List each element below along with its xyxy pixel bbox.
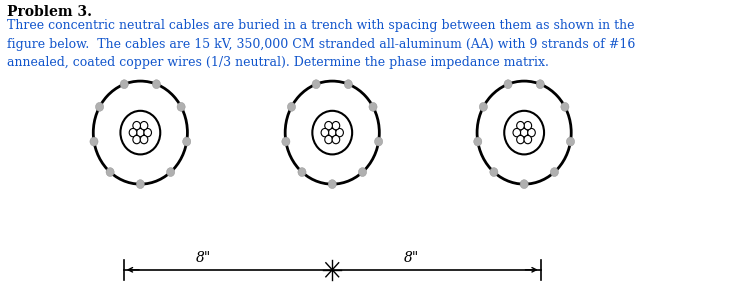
Circle shape <box>152 80 161 89</box>
Circle shape <box>328 129 336 137</box>
Circle shape <box>358 168 366 176</box>
Circle shape <box>106 168 114 176</box>
Circle shape <box>177 102 185 111</box>
Circle shape <box>332 135 340 144</box>
Circle shape <box>374 137 383 146</box>
Circle shape <box>96 102 104 111</box>
Circle shape <box>282 137 290 146</box>
Circle shape <box>344 80 352 89</box>
Circle shape <box>369 102 377 111</box>
Circle shape <box>336 129 344 137</box>
Circle shape <box>517 135 524 144</box>
Circle shape <box>321 129 329 137</box>
Circle shape <box>520 129 528 137</box>
Circle shape <box>325 122 333 130</box>
Circle shape <box>298 168 306 176</box>
Text: 8": 8" <box>404 251 419 265</box>
Circle shape <box>133 122 140 130</box>
Circle shape <box>567 137 575 146</box>
Circle shape <box>183 137 191 146</box>
Circle shape <box>140 122 148 130</box>
Circle shape <box>287 102 295 111</box>
Circle shape <box>167 168 175 176</box>
Circle shape <box>513 129 520 137</box>
Circle shape <box>144 129 151 137</box>
Circle shape <box>133 135 140 144</box>
Text: 8": 8" <box>195 251 211 265</box>
Circle shape <box>524 122 531 130</box>
Circle shape <box>474 137 482 146</box>
Circle shape <box>520 180 529 189</box>
Circle shape <box>328 180 336 189</box>
Text: Three concentric neutral cables are buried in a trench with spacing between them: Three concentric neutral cables are buri… <box>7 19 635 69</box>
Circle shape <box>524 135 531 144</box>
Circle shape <box>140 135 148 144</box>
Circle shape <box>332 122 340 130</box>
Circle shape <box>90 137 98 146</box>
Circle shape <box>504 111 544 154</box>
Circle shape <box>312 80 320 89</box>
Circle shape <box>550 168 558 176</box>
Circle shape <box>325 135 333 144</box>
Circle shape <box>561 102 569 111</box>
Circle shape <box>528 129 535 137</box>
Circle shape <box>504 80 512 89</box>
Circle shape <box>136 180 145 189</box>
Circle shape <box>121 111 160 154</box>
Circle shape <box>517 122 524 130</box>
Circle shape <box>312 111 352 154</box>
Circle shape <box>137 129 144 137</box>
Circle shape <box>129 129 137 137</box>
Text: Problem 3.: Problem 3. <box>7 5 92 19</box>
Circle shape <box>480 102 488 111</box>
Circle shape <box>120 80 129 89</box>
Circle shape <box>536 80 545 89</box>
Circle shape <box>490 168 498 176</box>
